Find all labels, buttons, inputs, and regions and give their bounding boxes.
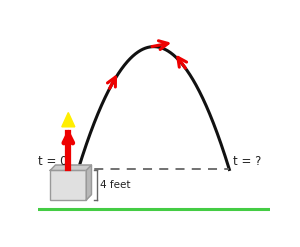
Text: t = ?: t = ? — [233, 155, 261, 168]
Bar — [50, 170, 86, 200]
Polygon shape — [50, 165, 92, 170]
Polygon shape — [62, 113, 75, 127]
Polygon shape — [86, 165, 92, 200]
Text: t = 0: t = 0 — [38, 155, 67, 168]
Text: 4 feet: 4 feet — [100, 180, 130, 190]
